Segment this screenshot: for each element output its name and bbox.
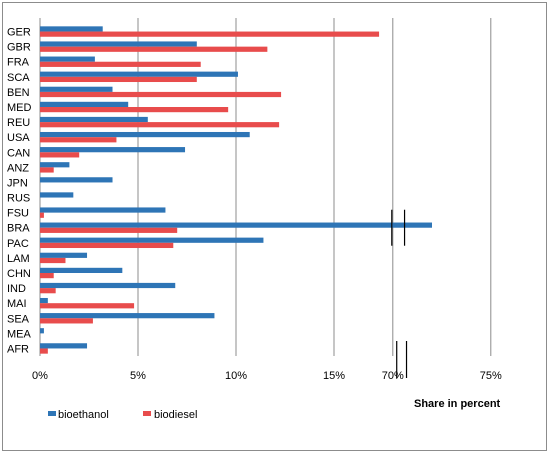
bar-bioethanol-JPN	[40, 177, 113, 183]
bar-biodiesel-IND	[40, 288, 56, 294]
category-labels: GER GBR FRA SCA BEN MED REU USA CAN ANZ JPN RUS FSU B…	[7, 27, 32, 356]
x-tick-label-2: 10%	[225, 370, 247, 382]
bar-bioethanol-BEN	[40, 86, 113, 92]
category-label-SCA: SCA	[7, 72, 30, 84]
bar-biodiesel-PAC	[40, 242, 174, 249]
legend-swatch-bioethanol	[48, 411, 56, 416]
bar-biodiesel-MAI	[40, 303, 135, 309]
bar-biodiesel-REU	[40, 122, 280, 128]
category-label-BRA: BRA	[7, 223, 30, 235]
category-label-RUS: RUS	[7, 193, 30, 205]
bar-biodiesel-CAN	[40, 152, 80, 158]
bar-bioethanol-MED	[40, 101, 129, 107]
bar-bioethanol-MAI	[40, 297, 48, 304]
bar-bioethanol-IND	[40, 282, 176, 289]
bar-biodiesel-CHN	[40, 273, 54, 279]
bar-biodiesel-ANZ	[40, 167, 54, 173]
bar-bioethanol-RUS	[40, 192, 74, 198]
bar-biodiesel-LAM	[40, 257, 66, 264]
bar-bioethanol-FSU	[40, 207, 166, 213]
x-tick-label-0: 0%	[32, 370, 48, 382]
bar-biodiesel-SEA	[40, 318, 93, 324]
category-label-MED: MED	[7, 102, 32, 114]
x-tick-labels: 0% 5% 10% 15% 70% 75%	[32, 370, 502, 382]
x-tick-label-1: 5%	[130, 370, 146, 382]
bar-biodiesel-FRA	[40, 61, 201, 67]
category-label-FRA: FRA	[7, 57, 30, 69]
category-label-AFR: AFR	[7, 343, 29, 355]
bar-bioethanol-CHN	[40, 267, 123, 273]
legend-label-biodiesel: biodiesel	[154, 409, 197, 421]
bar-biodiesel-BRA	[40, 227, 178, 233]
bars	[40, 26, 432, 354]
category-label-IND: IND	[7, 283, 26, 295]
bar-bioethanol-LAM	[40, 252, 88, 258]
x-axis-title: Share in percent	[414, 398, 501, 410]
bar-bioethanol-PAC	[40, 237, 264, 243]
bar-bioethanol-GER	[40, 26, 103, 32]
bar-biodiesel-GER	[40, 31, 380, 37]
bar-biodiesel-AFR	[40, 348, 48, 354]
bar-biodiesel-FSU	[40, 212, 44, 218]
legend-swatch-biodiesel	[143, 411, 151, 416]
bar-bioethanol-SCA	[40, 71, 238, 77]
axis-break-marks	[391, 209, 408, 378]
legend-label-bioethanol: bioethanol	[58, 409, 109, 421]
bar-biodiesel-MED	[40, 107, 229, 113]
bar-bioethanol-MEA	[40, 328, 44, 334]
category-label-LAM: LAM	[7, 253, 30, 265]
bar-bioethanol-SEA	[40, 313, 215, 319]
category-label-MEA: MEA	[7, 328, 32, 340]
bar-bioethanol-GBR	[40, 41, 197, 47]
category-label-BEN: BEN	[7, 87, 30, 99]
category-label-USA: USA	[7, 132, 30, 144]
x-tick-label-5: 75%	[480, 370, 502, 382]
category-label-GER: GER	[7, 27, 31, 39]
category-label-REU: REU	[7, 117, 30, 129]
x-tick-label-4: 70%	[382, 370, 404, 382]
bar-biodiesel-USA	[40, 137, 117, 143]
bar-biodiesel-SCA	[40, 76, 197, 83]
category-label-ANZ: ANZ	[7, 162, 29, 174]
bar-bioethanol-BRA	[40, 222, 432, 228]
legend: bioethanol biodiesel	[48, 409, 197, 421]
bar-biodiesel-GBR	[40, 46, 268, 52]
category-label-MAI: MAI	[7, 298, 27, 310]
category-label-SEA: SEA	[7, 313, 30, 325]
bar-bioethanol-FRA	[40, 56, 95, 62]
category-label-CHN: CHN	[7, 268, 31, 280]
bar-biodiesel-BEN	[40, 91, 282, 98]
bar-bioethanol-AFR	[40, 343, 88, 349]
category-label-GBR: GBR	[7, 42, 31, 54]
bar-bioethanol-REU	[40, 116, 148, 123]
bar-bioethanol-USA	[40, 131, 250, 138]
category-label-FSU: FSU	[7, 208, 29, 220]
category-label-CAN: CAN	[7, 147, 30, 159]
x-tick-label-3: 15%	[323, 370, 345, 382]
category-label-PAC: PAC	[7, 238, 29, 250]
bar-bioethanol-ANZ	[40, 162, 70, 168]
category-label-JPN: JPN	[7, 177, 28, 189]
bar-bioethanol-CAN	[40, 147, 186, 153]
